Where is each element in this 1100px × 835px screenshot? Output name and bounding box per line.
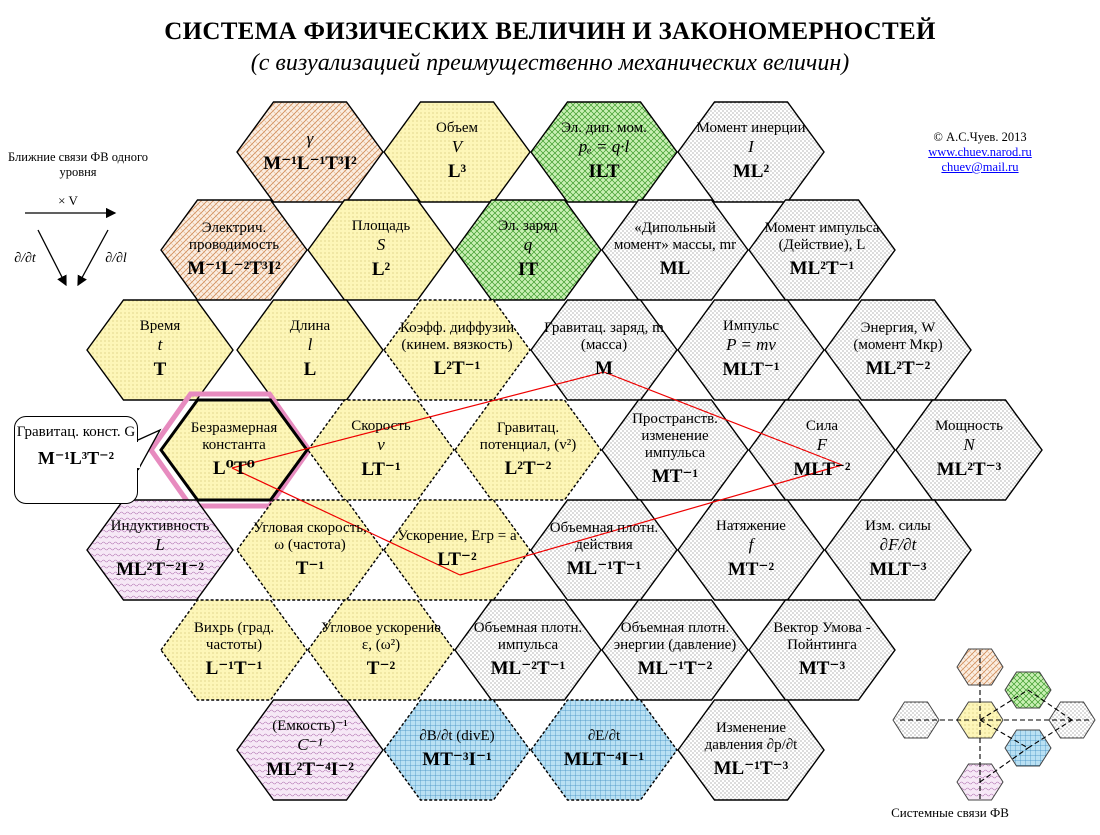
- hex-dipole-moment-mass: [601, 199, 749, 301]
- hex-power: [895, 399, 1043, 501]
- hex-acceleration: [383, 499, 531, 601]
- grav-constant-callout: Гравитац. конст. G M⁻¹L³T⁻²: [14, 416, 138, 504]
- hex-action-density: [530, 499, 678, 601]
- hex-angular-speed: [236, 499, 384, 601]
- hex-grav-charge: [530, 299, 678, 401]
- legend-bottom-caption: Системные связи ФВ: [891, 805, 1009, 820]
- mini-link: [979, 689, 1029, 721]
- hex-moment-inertia: [677, 101, 825, 203]
- site-link[interactable]: www.chuev.narod.ru: [928, 145, 1032, 159]
- hex-force-change: [824, 499, 972, 601]
- relation-line: [231, 467, 461, 576]
- relation-line: [231, 371, 605, 469]
- mini-link: [979, 719, 1029, 749]
- hex-length: [236, 299, 384, 401]
- mini-link: [1027, 719, 1073, 749]
- system-links-diagram: [892, 648, 1096, 801]
- mini-link: [1027, 689, 1073, 721]
- callout-name: Гравитац. конст. G: [16, 424, 136, 440]
- hex-gamma: [236, 101, 384, 203]
- hex-dimensionless: [159, 398, 309, 502]
- callout-dim: M⁻¹L³T⁻²: [37, 448, 115, 468]
- hex-inductance: [86, 499, 234, 601]
- hex-pressure-change: [677, 699, 825, 801]
- page-title: СИСТЕМА ФИЗИЧЕСКИХ ВЕЛИЧИН И ЗАКОНОМЕРНО…: [164, 18, 936, 45]
- relation-line: [603, 371, 843, 466]
- hex-speed: [307, 399, 455, 501]
- hex-angular-accel: [307, 599, 455, 701]
- hex-tension: [677, 499, 825, 601]
- hex-angular-momentum: [748, 199, 896, 301]
- hex-conductivity: [160, 199, 308, 301]
- hex-diffusion: [383, 299, 531, 401]
- hex-vortex: [160, 599, 308, 701]
- legend-d-dl: ∂/∂l: [105, 251, 127, 266]
- hex-volume: [383, 101, 531, 203]
- hex-momentum-density: [454, 599, 602, 701]
- legend-caption: Ближние связи ФВ одного уровня: [8, 150, 149, 179]
- hex-el-dip-mom: [530, 101, 678, 203]
- legend-times-v: × V: [58, 193, 78, 208]
- hex-grav-potential: [454, 399, 602, 501]
- email-link[interactable]: chuev@mail.ru: [941, 160, 1019, 174]
- hex-momentum: [677, 299, 825, 401]
- mini-link: [979, 747, 1029, 783]
- hex-time: [86, 299, 234, 401]
- hex-energy-density: [601, 599, 749, 701]
- legend-d-dt: ∂/∂t: [14, 251, 37, 266]
- credits: © А.С.Чуев. 2013 www.chuev.narod.ru chue…: [905, 130, 1055, 175]
- hex-area: [307, 199, 455, 301]
- hex-dE-dt: [530, 699, 678, 801]
- hex-dB-dt: [383, 699, 531, 801]
- hex-energy: [824, 299, 972, 401]
- hex-spatial-momentum: [601, 399, 749, 501]
- hex-capacitance: [236, 699, 384, 801]
- author: © А.С.Чуев. 2013: [933, 130, 1027, 144]
- hex-umov-poynting: [748, 599, 896, 701]
- legend-arrows: [25, 207, 117, 287]
- page-subtitle: (с визуализацией преимущественно механич…: [250, 50, 850, 76]
- hex-el-charge: [454, 199, 602, 301]
- relation-line: [459, 464, 843, 576]
